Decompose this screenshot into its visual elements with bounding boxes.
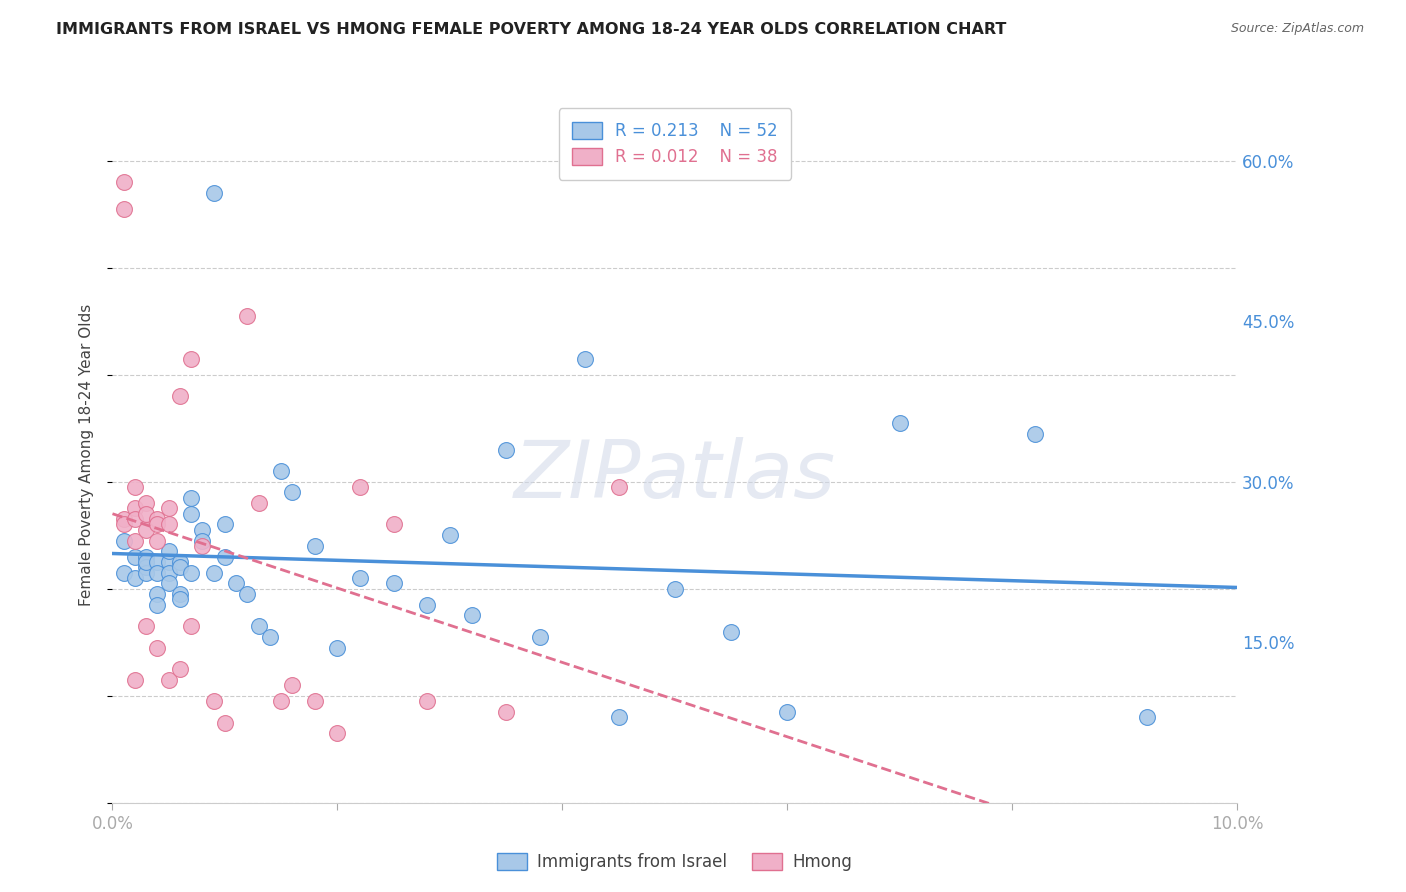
Point <box>495 442 517 457</box>
Point <box>146 555 169 569</box>
Point <box>169 389 191 403</box>
Point <box>112 533 135 548</box>
Point <box>191 539 214 553</box>
Point <box>146 587 169 601</box>
Point <box>214 715 236 730</box>
Point <box>124 549 146 564</box>
Point <box>202 694 225 708</box>
Point <box>607 480 630 494</box>
Point <box>169 560 191 574</box>
Point <box>202 186 225 200</box>
Point <box>112 175 135 189</box>
Point <box>270 464 292 478</box>
Point <box>135 560 157 574</box>
Point <box>146 512 169 526</box>
Point <box>607 710 630 724</box>
Point <box>382 576 405 591</box>
Point <box>326 726 349 740</box>
Point <box>146 533 169 548</box>
Point <box>180 619 202 633</box>
Point <box>124 571 146 585</box>
Legend: Immigrants from Israel, Hmong: Immigrants from Israel, Hmong <box>491 847 859 878</box>
Point <box>304 539 326 553</box>
Point <box>146 640 169 655</box>
Point <box>112 566 135 580</box>
Point <box>574 351 596 366</box>
Text: Source: ZipAtlas.com: Source: ZipAtlas.com <box>1230 22 1364 36</box>
Point <box>124 673 146 687</box>
Point <box>236 309 259 323</box>
Y-axis label: Female Poverty Among 18-24 Year Olds: Female Poverty Among 18-24 Year Olds <box>79 304 94 606</box>
Point <box>776 705 799 719</box>
Point <box>191 533 214 548</box>
Point <box>495 705 517 719</box>
Point <box>124 533 146 548</box>
Point <box>416 694 439 708</box>
Point <box>664 582 686 596</box>
Point <box>169 662 191 676</box>
Point <box>157 544 180 558</box>
Point <box>124 512 146 526</box>
Point <box>382 517 405 532</box>
Point <box>304 694 326 708</box>
Point <box>720 624 742 639</box>
Point <box>270 694 292 708</box>
Point <box>349 571 371 585</box>
Point <box>247 619 270 633</box>
Point <box>157 566 180 580</box>
Point <box>124 480 146 494</box>
Point <box>112 517 135 532</box>
Point <box>247 496 270 510</box>
Point <box>169 555 191 569</box>
Point <box>281 678 304 692</box>
Point <box>157 673 180 687</box>
Point <box>124 501 146 516</box>
Point <box>169 592 191 607</box>
Point <box>214 549 236 564</box>
Point <box>157 517 180 532</box>
Point <box>146 566 169 580</box>
Point <box>112 202 135 216</box>
Point <box>326 640 349 655</box>
Text: ZIPatlas: ZIPatlas <box>513 437 837 515</box>
Point <box>135 555 157 569</box>
Point <box>135 619 157 633</box>
Point <box>349 480 371 494</box>
Point <box>157 501 180 516</box>
Point <box>180 566 202 580</box>
Point <box>146 598 169 612</box>
Point <box>146 517 169 532</box>
Point <box>191 523 214 537</box>
Point <box>157 576 180 591</box>
Point <box>236 587 259 601</box>
Point <box>135 523 157 537</box>
Point <box>214 517 236 532</box>
Point <box>180 507 202 521</box>
Point <box>180 351 202 366</box>
Point <box>889 416 911 430</box>
Point <box>135 507 157 521</box>
Point <box>1024 426 1046 441</box>
Point <box>169 587 191 601</box>
Point <box>281 485 304 500</box>
Point <box>135 549 157 564</box>
Point <box>135 496 157 510</box>
Point <box>461 608 484 623</box>
Text: IMMIGRANTS FROM ISRAEL VS HMONG FEMALE POVERTY AMONG 18-24 YEAR OLDS CORRELATION: IMMIGRANTS FROM ISRAEL VS HMONG FEMALE P… <box>56 22 1007 37</box>
Point <box>135 566 157 580</box>
Point <box>529 630 551 644</box>
Point <box>225 576 247 591</box>
Point <box>1136 710 1159 724</box>
Point <box>439 528 461 542</box>
Point <box>180 491 202 505</box>
Point <box>202 566 225 580</box>
Point <box>157 555 180 569</box>
Point <box>416 598 439 612</box>
Point <box>259 630 281 644</box>
Point <box>112 512 135 526</box>
